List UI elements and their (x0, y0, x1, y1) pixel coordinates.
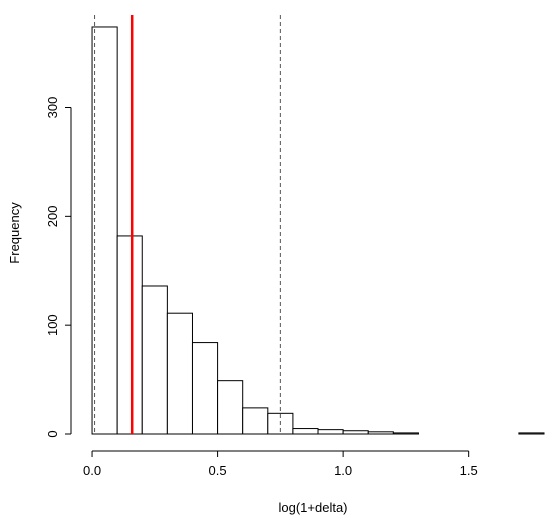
y-tick-label: 0 (45, 430, 60, 437)
x-tick-label: 0.0 (83, 463, 101, 478)
histogram-bar-12 (392, 432, 419, 435)
x-tick-label: 1.0 (334, 463, 352, 478)
histogram-bar-0 (91, 26, 118, 435)
y-ticks: 0 100 200 300 (45, 97, 71, 438)
histogram-bar-10 (342, 430, 369, 435)
x-axis: 0.0 0.5 1.0 1.5 (83, 450, 478, 478)
histogram-bar-9 (317, 429, 344, 435)
histogram-bar-4 (191, 342, 219, 435)
x-axis-title: log(1+delta) (278, 500, 347, 515)
histogram-bar-5 (217, 380, 244, 435)
y-axis: 0 100 200 300 (45, 97, 72, 438)
reference-lines-layer (94, 15, 281, 434)
y-tick-label: 200 (45, 205, 60, 227)
x-tick-label: 0.5 (209, 463, 227, 478)
histogram-bar-17 (518, 432, 545, 435)
histogram-bar-1 (116, 235, 143, 435)
y-axis-title: Frequency (7, 202, 22, 264)
y-tick-label: 100 (45, 314, 60, 336)
bars-layer (91, 26, 545, 435)
x-ticks: 0.0 0.5 1.0 1.5 (83, 451, 478, 478)
histogram-bar-6 (242, 407, 269, 435)
histogram-bar-3 (166, 312, 193, 435)
histogram-bar-8 (292, 428, 319, 435)
y-tick-label: 300 (45, 97, 60, 119)
histogram-bar-2 (141, 285, 168, 435)
x-tick-label: 1.5 (460, 463, 478, 478)
histogram-bar-11 (367, 431, 394, 435)
